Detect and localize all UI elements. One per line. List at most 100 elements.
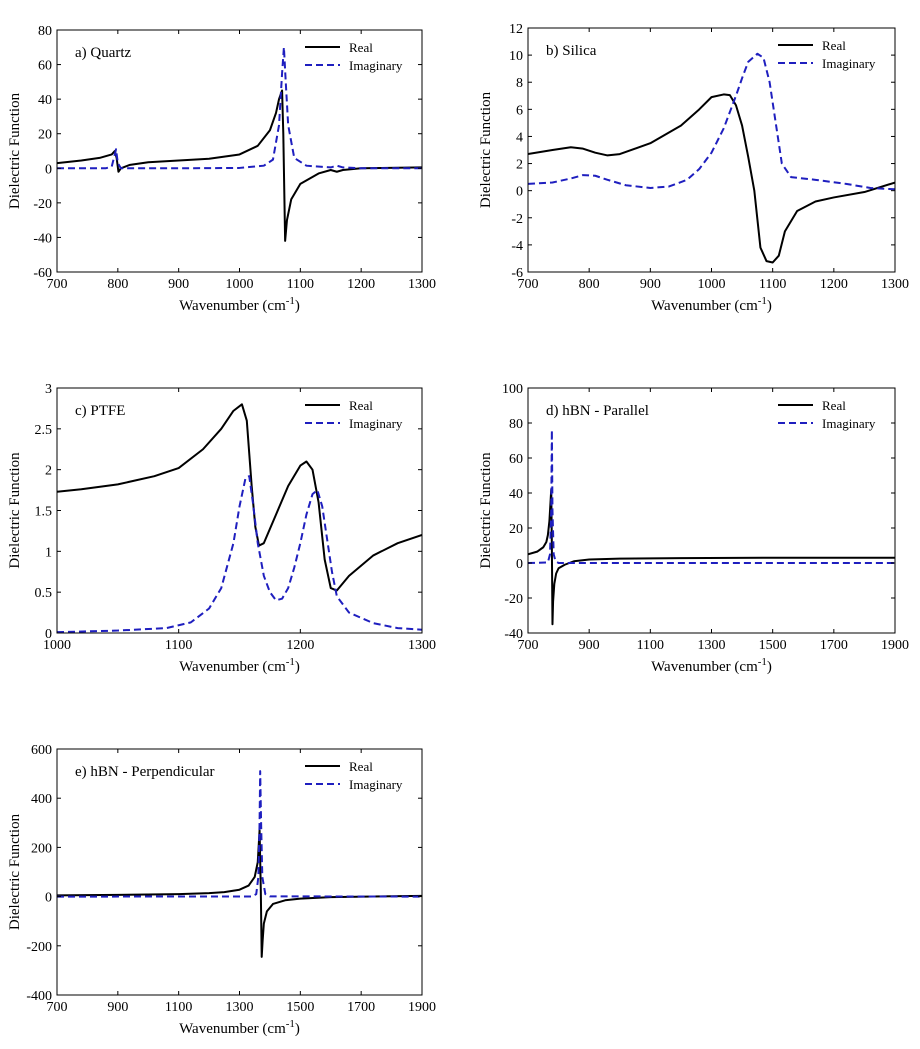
chart-panel-3: 1000 1100 1200 1300 0 0.5 1 1.5 2 2.5 3 Wavenumber … <box>7 382 436 675</box>
x-tick-label: 900 <box>640 277 661 292</box>
y-tick-label: -2 <box>511 212 523 227</box>
x-tick-label: 700 <box>518 638 539 653</box>
x-axis-label-text: Wavenumber (cm <box>179 659 286 675</box>
x-axis-label-text: Wavenumber (cm <box>179 298 286 314</box>
legend-label-real: Real <box>349 398 373 413</box>
x-axis-label: Wavenumber (cm-1) <box>651 295 772 314</box>
y-tick-label: 2 <box>516 158 523 173</box>
series-line-real <box>528 488 895 626</box>
x-tick-label: 800 <box>107 277 128 292</box>
legend-label-real: Real <box>349 759 373 774</box>
series-line-real <box>57 403 422 592</box>
y-axis-label: Dielectric Function <box>7 92 23 209</box>
series-line-imaginary <box>528 429 895 564</box>
x-axis-label: Wavenumber (cm-1) <box>179 656 300 675</box>
y-tick-label: 600 <box>31 743 52 758</box>
y-tick-label: -60 <box>33 266 52 281</box>
y-tick-label: 60 <box>38 59 52 74</box>
x-tick-label: 1100 <box>637 638 664 653</box>
y-tick-label: 1 <box>45 545 52 560</box>
series-line-real <box>528 93 895 264</box>
x-axis-label-text: Wavenumber (cm <box>651 659 758 675</box>
x-axis-label: Wavenumber (cm-1) <box>179 1018 300 1037</box>
chart-panel-5: 700 900 1100 1300 1500 1700 1900 -400 -200 0 200 40… <box>7 743 436 1037</box>
y-tick-label: 0.5 <box>35 586 53 601</box>
y-tick-label: -6 <box>511 266 523 281</box>
legend-label-imaginary: Imaginary <box>349 58 403 73</box>
y-tick-label: 8 <box>516 76 523 91</box>
y-tick-label: 20 <box>509 522 523 537</box>
y-tick-label: -200 <box>26 940 52 955</box>
x-tick-label: 1900 <box>408 1000 436 1015</box>
y-tick-label: 400 <box>31 792 52 807</box>
y-tick-label: 20 <box>38 128 52 143</box>
y-tick-label: 6 <box>516 103 523 118</box>
legend-label-imaginary: Imaginary <box>822 56 876 71</box>
chart-panel-4: 700 900 1100 1300 1500 1700 1900 -40 -20 0 20 40 60 8… <box>478 382 909 675</box>
x-tick-label: 1300 <box>698 638 726 653</box>
x-axis-label-text: Wavenumber (cm <box>651 298 758 314</box>
chart-panel-2: 700 800 900 1000 1100 1200 1300 -6 -4 -2 0 2 4 6 8 10 12… <box>478 22 909 314</box>
x-tick-label: 1300 <box>408 277 436 292</box>
legend-label-imaginary: Imaginary <box>822 416 876 431</box>
x-tick-label: 700 <box>518 277 539 292</box>
panel-title: b) Silica <box>546 43 597 59</box>
y-tick-label: 40 <box>38 93 52 108</box>
x-tick-label: 1300 <box>881 277 909 292</box>
y-axis-label: Dielectric Function <box>7 813 23 930</box>
x-axis-label-superscript: -1 <box>286 295 295 307</box>
x-axis-label-close: ) <box>295 298 300 314</box>
y-tick-label: 12 <box>509 22 523 37</box>
y-tick-label: 100 <box>502 382 523 397</box>
x-tick-label: 700 <box>47 277 68 292</box>
y-tick-label: 60 <box>509 452 523 467</box>
x-tick-label: 1200 <box>820 277 848 292</box>
y-tick-label: 80 <box>38 24 52 39</box>
y-axis-label: Dielectric Function <box>478 452 494 569</box>
x-tick-label: 1000 <box>226 277 254 292</box>
series-line-imaginary <box>528 52 895 191</box>
y-tick-label: 40 <box>509 487 523 502</box>
x-axis-label: Wavenumber (cm-1) <box>179 295 300 314</box>
x-tick-label: 1900 <box>881 638 909 653</box>
x-axis-label-close: ) <box>295 659 300 675</box>
y-tick-label: 4 <box>516 130 523 145</box>
x-tick-label: 1100 <box>165 1000 192 1015</box>
y-tick-label: 2 <box>45 464 52 479</box>
x-axis-label-superscript: -1 <box>758 656 767 668</box>
x-tick-label: 1500 <box>286 1000 314 1015</box>
x-tick-label: 1300 <box>408 638 436 653</box>
x-tick-label: 1200 <box>286 638 314 653</box>
y-tick-label: 1.5 <box>35 505 53 520</box>
x-tick-label: 1100 <box>165 638 192 653</box>
y-tick-label: -20 <box>504 592 523 607</box>
x-axis-label-close: ) <box>767 298 772 314</box>
x-axis-label: Wavenumber (cm-1) <box>651 656 772 675</box>
legend-label-imaginary: Imaginary <box>349 416 403 431</box>
x-tick-label: 900 <box>579 638 600 653</box>
x-tick-label: 1000 <box>698 277 726 292</box>
y-tick-label: 3 <box>45 382 52 397</box>
x-axis-label-close: ) <box>295 1021 300 1037</box>
y-tick-label: 0 <box>516 557 523 572</box>
y-tick-label: -4 <box>511 239 523 254</box>
y-tick-label: 10 <box>509 49 523 64</box>
y-axis-label: Dielectric Function <box>7 452 23 569</box>
y-tick-label: 80 <box>509 417 523 432</box>
legend-label-real: Real <box>822 38 846 53</box>
x-tick-label: 700 <box>47 1000 68 1015</box>
y-tick-label: -400 <box>26 989 52 1004</box>
x-tick-label: 800 <box>579 277 600 292</box>
x-tick-label: 1300 <box>226 1000 254 1015</box>
x-axis-label-text: Wavenumber (cm <box>179 1021 286 1037</box>
x-axis-label-superscript: -1 <box>286 656 295 668</box>
y-tick-label: 0 <box>45 891 52 906</box>
y-axis-label: Dielectric Function <box>478 91 494 208</box>
series-line-imaginary <box>57 475 422 633</box>
panel-title: c) PTFE <box>75 403 125 419</box>
panel-title: e) hBN - Perpendicular <box>75 764 215 780</box>
x-tick-label: 900 <box>107 1000 128 1015</box>
x-tick-label: 1000 <box>43 638 71 653</box>
x-tick-label: 900 <box>168 277 189 292</box>
